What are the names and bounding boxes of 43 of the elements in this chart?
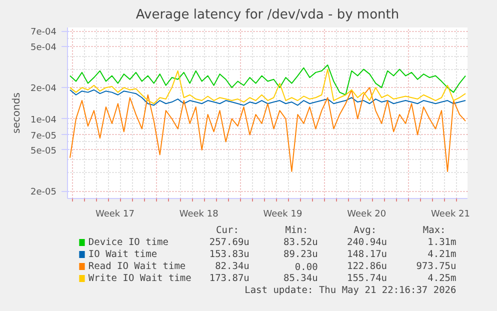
chart-title: Average latency for /dev/vda - by month xyxy=(136,8,400,22)
text: 973.75u xyxy=(416,261,456,272)
text: 82.34u xyxy=(215,261,250,272)
text: 85.34u xyxy=(283,273,318,284)
x-tick-label: Week 20 xyxy=(347,210,386,220)
text: 257.69u xyxy=(209,237,250,248)
text: 155.74u xyxy=(346,273,388,284)
text: 4.21m xyxy=(428,249,457,260)
legend-label: IO Wait time xyxy=(88,249,158,260)
x-tick-label: Week 17 xyxy=(95,210,134,220)
legend-label: Write IO Wait time xyxy=(88,273,192,284)
x-tick-label: Week 18 xyxy=(179,210,219,220)
line-series xyxy=(69,64,466,96)
text: Cur: xyxy=(216,225,239,236)
y-tick-label: 5e-04 xyxy=(30,42,57,53)
legend-label: Device IO time xyxy=(88,237,169,248)
text: 173.87u xyxy=(209,273,250,284)
text: 4.25m xyxy=(428,273,457,284)
legend-label: Read IO Wait time xyxy=(88,261,186,272)
text: 1.31m xyxy=(428,237,457,248)
text: 153.83u xyxy=(209,249,250,260)
y-tick-label: 7e-05 xyxy=(30,131,57,142)
y-tick-label: 2e-05 xyxy=(30,188,57,198)
text: 240.94u xyxy=(346,237,388,248)
text: 0.00 xyxy=(294,262,318,273)
y-axis-title: seconds xyxy=(12,92,23,134)
x-tick-label: Week 19 xyxy=(263,210,302,220)
line-series xyxy=(69,87,466,172)
text: 148.17u xyxy=(346,249,388,260)
line-series xyxy=(69,89,466,106)
text: 89.23u xyxy=(283,249,318,260)
text: 83.52u xyxy=(283,237,318,248)
y-tick-label: 1e-04 xyxy=(30,115,57,126)
text: Min: xyxy=(285,225,308,236)
y-tick-label: 5e-05 xyxy=(30,146,57,156)
text: Max: xyxy=(422,225,446,236)
y-tick-label: 2e-04 xyxy=(30,84,57,94)
text: Last update: Thu May 21 22:16:37 2026 xyxy=(244,285,457,296)
line-series xyxy=(69,68,466,104)
y-tick-label: 7e-04 xyxy=(30,28,57,38)
text: 122.86u xyxy=(346,261,388,272)
text: Avg: xyxy=(354,225,377,236)
x-tick-label: Week 21 xyxy=(431,210,470,220)
